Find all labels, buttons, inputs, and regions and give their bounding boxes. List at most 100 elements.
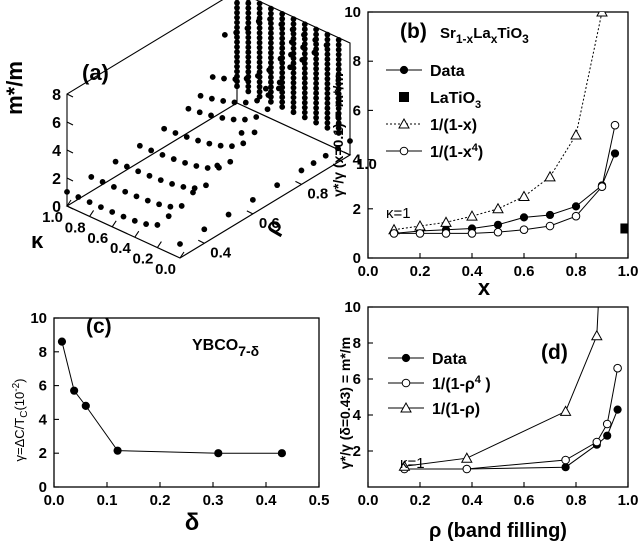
panel-c-x-tick-label: 0.1	[97, 492, 118, 509]
panel-a-z-tick	[66, 177, 74, 182]
panel-a-data-point	[279, 55, 286, 61]
panel-a-data-point	[206, 140, 213, 147]
panel-d-legend-label-sup: 4	[475, 374, 482, 386]
panel-c-x-tick-label: 0.4	[256, 492, 278, 509]
panel-a-data-point	[165, 213, 172, 220]
panel-a-data-point	[324, 46, 331, 53]
panel-d-legend-label: 1/(1-ρ)	[432, 401, 480, 418]
panel-a-data-point	[256, 5, 263, 12]
panel-b-data-point	[571, 202, 581, 211]
panel-a-data-point	[268, 40, 274, 46]
panel-c-label: (c)	[86, 315, 112, 338]
panel-a-data-point	[301, 50, 308, 57]
panel-b-x-tick-label: 1.0	[618, 263, 639, 280]
panel-a-data-point	[268, 89, 274, 95]
panel-a-data-point	[131, 217, 138, 224]
panel-a-rho-tick-label: 0.8	[307, 185, 328, 202]
panel-a-z-tick-label: 4	[52, 143, 61, 160]
panel-b-series-0	[389, 149, 620, 238]
panel-c-plot-frame	[53, 317, 320, 488]
panel-a-data-point	[301, 36, 308, 42]
panel-a-data-point	[245, 15, 252, 21]
panel-a-data-point	[256, 79, 263, 85]
panel-a-data-point	[191, 185, 198, 192]
panel-b-x-tick-label: 0.6	[514, 263, 535, 280]
panel-a-data-point	[324, 124, 331, 131]
panel-a-data-point	[159, 151, 166, 158]
panel-b-data-point	[518, 190, 530, 201]
panel-b-legend-marker	[399, 92, 409, 102]
panel-a-z-tick-label: 0	[52, 199, 61, 216]
panel-d-x-tick-label: 0.8	[566, 492, 587, 509]
panel-a-data-point	[240, 140, 247, 147]
panel-a-data-point	[234, 63, 240, 70]
panel-a-data-point	[324, 110, 331, 116]
panel-a-data-point	[279, 50, 286, 56]
panel-c-y-tick-label: 10	[30, 310, 47, 327]
panel-a-data-point	[99, 179, 106, 185]
panel-a-data-point	[245, 24, 252, 31]
panel-a-data-point	[201, 226, 208, 233]
panel-a-z-ticks: 0 2 4 6 8	[52, 87, 74, 216]
panel-a-rho-tick-label: 1.0	[356, 156, 377, 173]
panel-a-data-point	[245, 44, 252, 51]
panel-a-data-point	[256, 20, 263, 26]
panel-b-series-2	[388, 12, 608, 235]
panel-a-data-point	[245, 49, 252, 56]
panel-c-y-tick-label: 6	[39, 378, 47, 395]
panel-a-kappa-label: κ	[31, 228, 44, 253]
panel-c-x-tick-label: 0.2	[150, 492, 171, 509]
panel-b-legend-label-text: LaTiO	[430, 90, 475, 107]
panel-a-data-point	[245, 78, 252, 85]
panel-a-data-point	[234, 78, 240, 85]
panel-a-data-point	[64, 188, 70, 195]
panel-a-z-tick-label: 6	[52, 115, 61, 132]
panel-d-legend-label: Data	[432, 351, 467, 368]
panel-a-data-point	[256, 15, 263, 22]
panel-a-data-point	[347, 138, 353, 144]
panel-d-ticks: 0.0 0.2 0.4 0.6 0.8 1.0 2 4 6 8 10	[344, 299, 638, 509]
panel-c-axes	[53, 317, 320, 488]
panel-a-data-point	[290, 21, 297, 27]
panel-a-data-point	[268, 35, 274, 41]
panel-a-data-point	[256, 64, 263, 71]
panel-a-data-point	[324, 100, 331, 107]
panel-d-x-tick-label: 1.0	[618, 492, 639, 509]
panel-a-data-point	[245, 59, 252, 65]
panel-a-data-point	[313, 41, 319, 48]
panel-b-x-tick-label: 0.4	[462, 263, 484, 280]
panel-d-y-tick-label: 10	[344, 299, 361, 316]
panel-b-data-point	[597, 182, 607, 191]
panel-a-data-point	[335, 95, 342, 102]
panel-d-series-2	[398, 307, 603, 471]
panel-a-data-point	[122, 188, 129, 195]
panel-a-kappa-ticks: 1.00.80.60.40.20.0	[42, 199, 185, 278]
panel-a-kappa-tick-label: 0.0	[155, 261, 176, 278]
panel-a-kappa-tick	[156, 241, 162, 248]
panel-a-z-tick	[66, 205, 74, 210]
panel-a-data-point	[183, 134, 190, 140]
panel-a-data-point	[290, 104, 297, 111]
panel-a-data-point	[313, 46, 319, 52]
panel-a-data-point	[301, 26, 308, 33]
panel-a-data-point	[245, 39, 252, 46]
panel-b-legend-label: 1/(1-x)	[430, 117, 477, 134]
panel-a-data-point	[268, 84, 274, 90]
panel-a-data-point	[335, 125, 342, 131]
panel-a-data-point	[335, 61, 342, 68]
panel-a-data-point	[324, 71, 331, 77]
panel-a-data-point	[256, 54, 263, 61]
panel-c-x-tick-label: 0.5	[309, 492, 330, 509]
panel-b-y-axis-label: γ*/γ (x=0.1) = m*/m	[330, 73, 346, 197]
panel-d-x-tick-label: 0.0	[358, 492, 379, 509]
panel-a-data-point	[185, 105, 192, 112]
panel-a-data-point	[256, 0, 263, 7]
panel-a-side-wall	[255, 0, 351, 155]
panel-a-data-point	[301, 90, 308, 96]
panel-a-data-point	[238, 130, 245, 136]
panel-a-rho-tick	[295, 180, 302, 185]
panel-a-data-point	[335, 120, 342, 127]
